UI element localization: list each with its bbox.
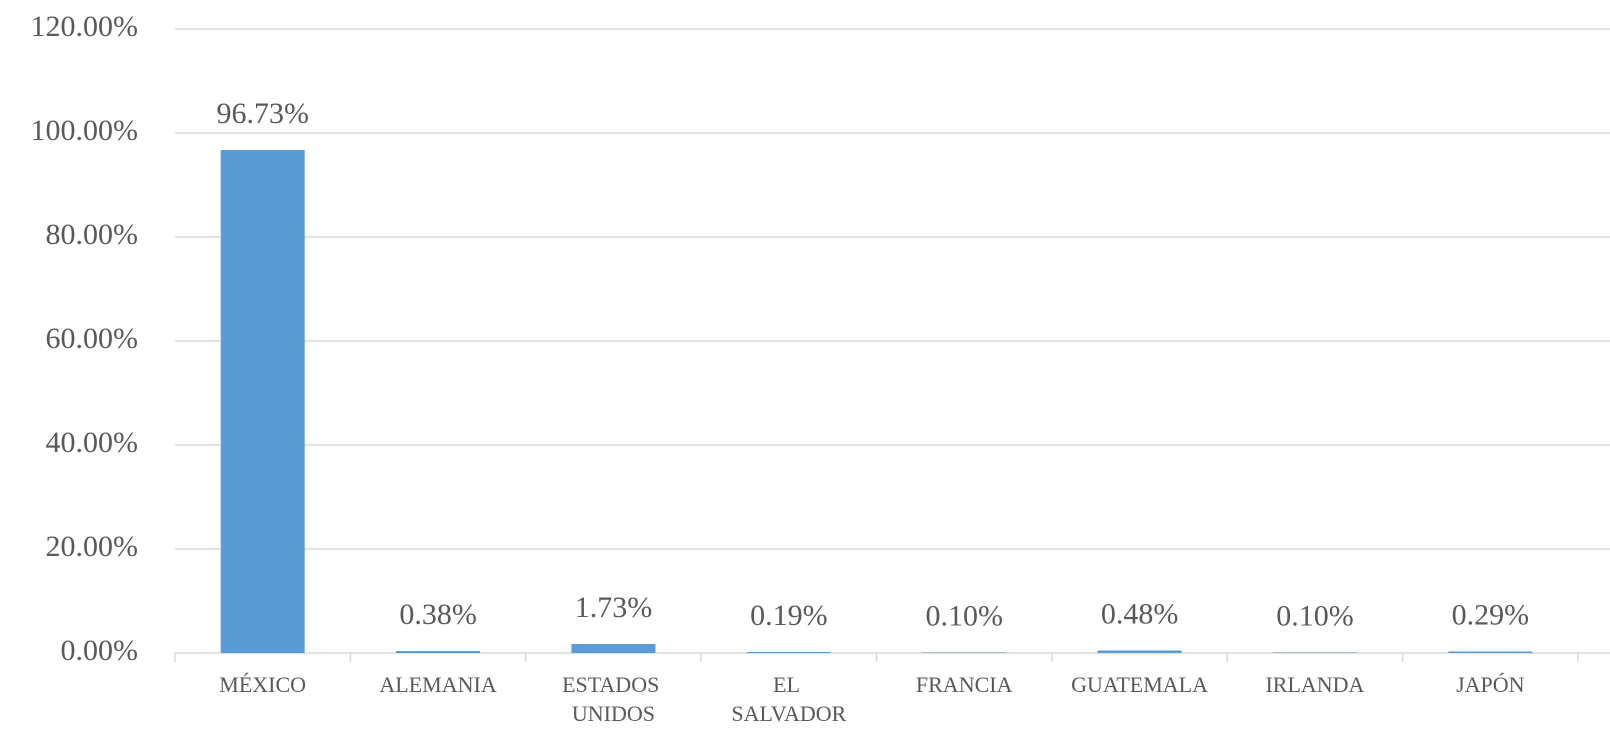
x-tick-label: MÉXICO [219,672,306,697]
data-label: 96.73% [216,97,309,130]
x-tick-label: JAPÓN [1456,672,1525,697]
bar [396,651,480,653]
x-tick-label: EL SALVADOR [731,672,846,726]
bar [747,652,831,653]
y-tick-label: 0.00% [61,634,139,667]
x-tick-label: IRLANDA [1265,672,1364,697]
bar [571,644,655,653]
x-tick-label: ALEMANIA [379,672,496,697]
x-tick-label: ESTADOS UNIDOS [562,672,665,726]
data-label: 0.19% [750,599,828,632]
y-tick-label: 20.00% [46,530,139,563]
data-label: 0.10% [925,599,1003,632]
y-tick-label: 80.00% [46,218,139,251]
x-tick-label: GUATEMALA [1071,672,1208,697]
y-tick-label: 120.00% [31,10,139,43]
chart: 0.00% 20.00% 40.00% 60.00% 80.00% 100.00% 120.… [0,0,1610,749]
data-label: 1.73% [575,591,653,624]
data-label: 0.10% [1276,599,1354,632]
bar [1273,652,1357,653]
y-tick-label: 60.00% [46,322,139,355]
data-label: 0.29% [1452,598,1530,631]
data-label: 0.38% [399,598,477,631]
y-tick-label: 40.00% [46,426,139,459]
data-label: 0.48% [1101,597,1179,630]
y-tick-label: 100.00% [31,114,139,147]
bar [1098,651,1182,653]
x-tick-label: FRANCIA [916,672,1013,697]
bar [922,652,1006,653]
bar [1448,651,1532,653]
bar [221,150,305,653]
